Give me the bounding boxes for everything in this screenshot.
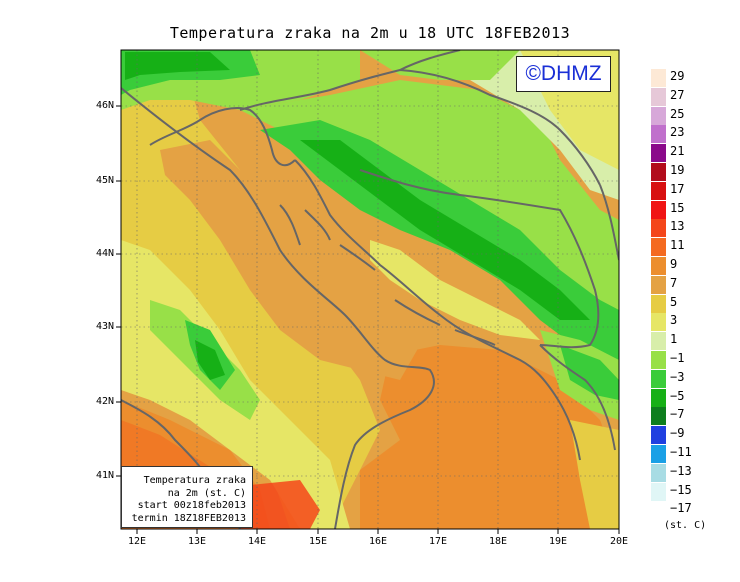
info-line-2: na 2m (st. C)	[167, 487, 246, 499]
legend-label: 25	[670, 106, 685, 121]
legend-label: 11	[670, 238, 685, 253]
lon-label-20e: 20E	[609, 536, 629, 547]
info-line-1: Temperatura zraka	[143, 475, 246, 486]
legend-label: 23	[670, 125, 685, 140]
legend-level-13: 3	[651, 313, 691, 332]
legend-label: −17	[670, 501, 692, 516]
lat-label-42n: 42N	[95, 396, 114, 407]
legend-level-16: −3	[651, 369, 691, 389]
legend-label: −15	[670, 482, 692, 497]
legend-label: 9	[670, 257, 678, 271]
legend-level-14: 1	[651, 332, 691, 351]
lat-label-46n: 46N	[95, 100, 114, 111]
lon-label-13e: 13E	[187, 536, 207, 547]
legend-label: 3	[670, 313, 678, 328]
legend-label: −3	[670, 369, 685, 384]
legend-swatch	[651, 257, 666, 275]
legend-swatch	[651, 125, 666, 144]
info-line-4: termin 18Z18FEB2013	[131, 512, 246, 524]
legend-swatch	[651, 219, 666, 238]
legend-level-12: 5	[651, 294, 691, 314]
legend-label: 21	[670, 144, 685, 159]
lon-label-16e: 16E	[368, 536, 388, 547]
legend-swatch	[651, 445, 666, 463]
legend-swatch	[651, 388, 666, 407]
legend-label: 19	[670, 163, 685, 177]
legend-label: 15	[670, 200, 685, 215]
legend-swatch	[651, 369, 666, 388]
legend-swatch	[651, 181, 666, 200]
map-title: Temperatura zraka na 2m u 18 UTC 18FEB20…	[169, 24, 571, 42]
legend-swatch	[651, 407, 666, 426]
lat-label-41n: 41N	[95, 470, 114, 481]
legend-swatch	[651, 238, 666, 257]
legend-level-19: −9	[651, 426, 691, 445]
legend-swatch	[651, 87, 666, 106]
lon-label-17e: 17E	[428, 536, 448, 547]
legend-swatch	[651, 163, 666, 181]
legend-label: −5	[670, 388, 685, 403]
legend-level-4: 21	[651, 144, 691, 163]
legend-level-18: −7	[651, 407, 691, 426]
lat-label-43n: 43N	[95, 321, 114, 332]
legend-level-3: 23	[651, 125, 691, 144]
lon-label-15e: 15E	[308, 536, 328, 547]
legend-label: 5	[670, 294, 678, 309]
legend-swatch	[651, 106, 666, 125]
legend-label: −13	[670, 463, 692, 478]
legend-swatch	[651, 351, 666, 369]
legend-unit: (st. C)	[664, 520, 707, 531]
legend-swatch	[651, 294, 666, 313]
legend-level-10: 9	[651, 257, 691, 276]
dhmz-logo: ©DHMZ	[516, 56, 611, 92]
legend-level-23: −17	[651, 501, 692, 520]
legend-label: −7	[670, 407, 685, 422]
forecast-info-box: Temperatura zraka na 2m (st. C) start 00…	[121, 466, 253, 528]
legend-swatch	[651, 482, 666, 501]
legend-level-9: 11	[651, 238, 691, 257]
legend-level-8: 13	[651, 219, 691, 238]
legend-label: 1	[670, 332, 678, 347]
legend-level-15: −1	[651, 351, 691, 370]
legend-level-11: 7	[651, 275, 691, 295]
legend-swatch	[651, 144, 666, 163]
legend-label: 7	[670, 275, 678, 290]
legend-level-5: 19	[651, 163, 691, 182]
lon-label-12e: 12E	[127, 536, 147, 547]
lon-label-18e: 18E	[488, 536, 508, 547]
legend-level-22: −15	[651, 482, 692, 502]
info-line-3: start 00z18feb2013	[137, 500, 246, 511]
lon-label-19e: 19E	[548, 536, 568, 547]
legend-swatch	[651, 501, 666, 520]
legend-level-2: 25	[651, 106, 691, 126]
legend-label: 29	[670, 69, 685, 83]
legend-level-0: 29	[651, 69, 691, 88]
legend-level-6: 17	[651, 181, 691, 201]
legend-swatch	[651, 313, 666, 332]
legend-swatch	[651, 275, 666, 294]
legend-label: −9	[670, 426, 685, 441]
legend-level-17: −5	[651, 388, 691, 408]
legend-swatch	[651, 332, 666, 351]
legend-swatch	[651, 69, 666, 87]
legend-level-21: −13	[651, 463, 692, 483]
lat-label-45n: 45N	[95, 175, 114, 186]
legend-swatch	[651, 463, 666, 482]
lon-label-14e: 14E	[247, 536, 267, 547]
legend-label: 13	[670, 219, 685, 234]
legend-swatch	[651, 200, 666, 219]
legend-level-20: −11	[651, 445, 692, 464]
legend-level-1: 27	[651, 87, 691, 107]
legend-label: −1	[670, 351, 685, 365]
legend-label: −11	[670, 445, 692, 459]
lat-label-44n: 44N	[95, 248, 114, 259]
legend-level-7: 15	[651, 200, 691, 220]
legend-swatch	[651, 426, 666, 445]
legend-label: 27	[670, 87, 685, 102]
legend-label: 17	[670, 181, 685, 196]
